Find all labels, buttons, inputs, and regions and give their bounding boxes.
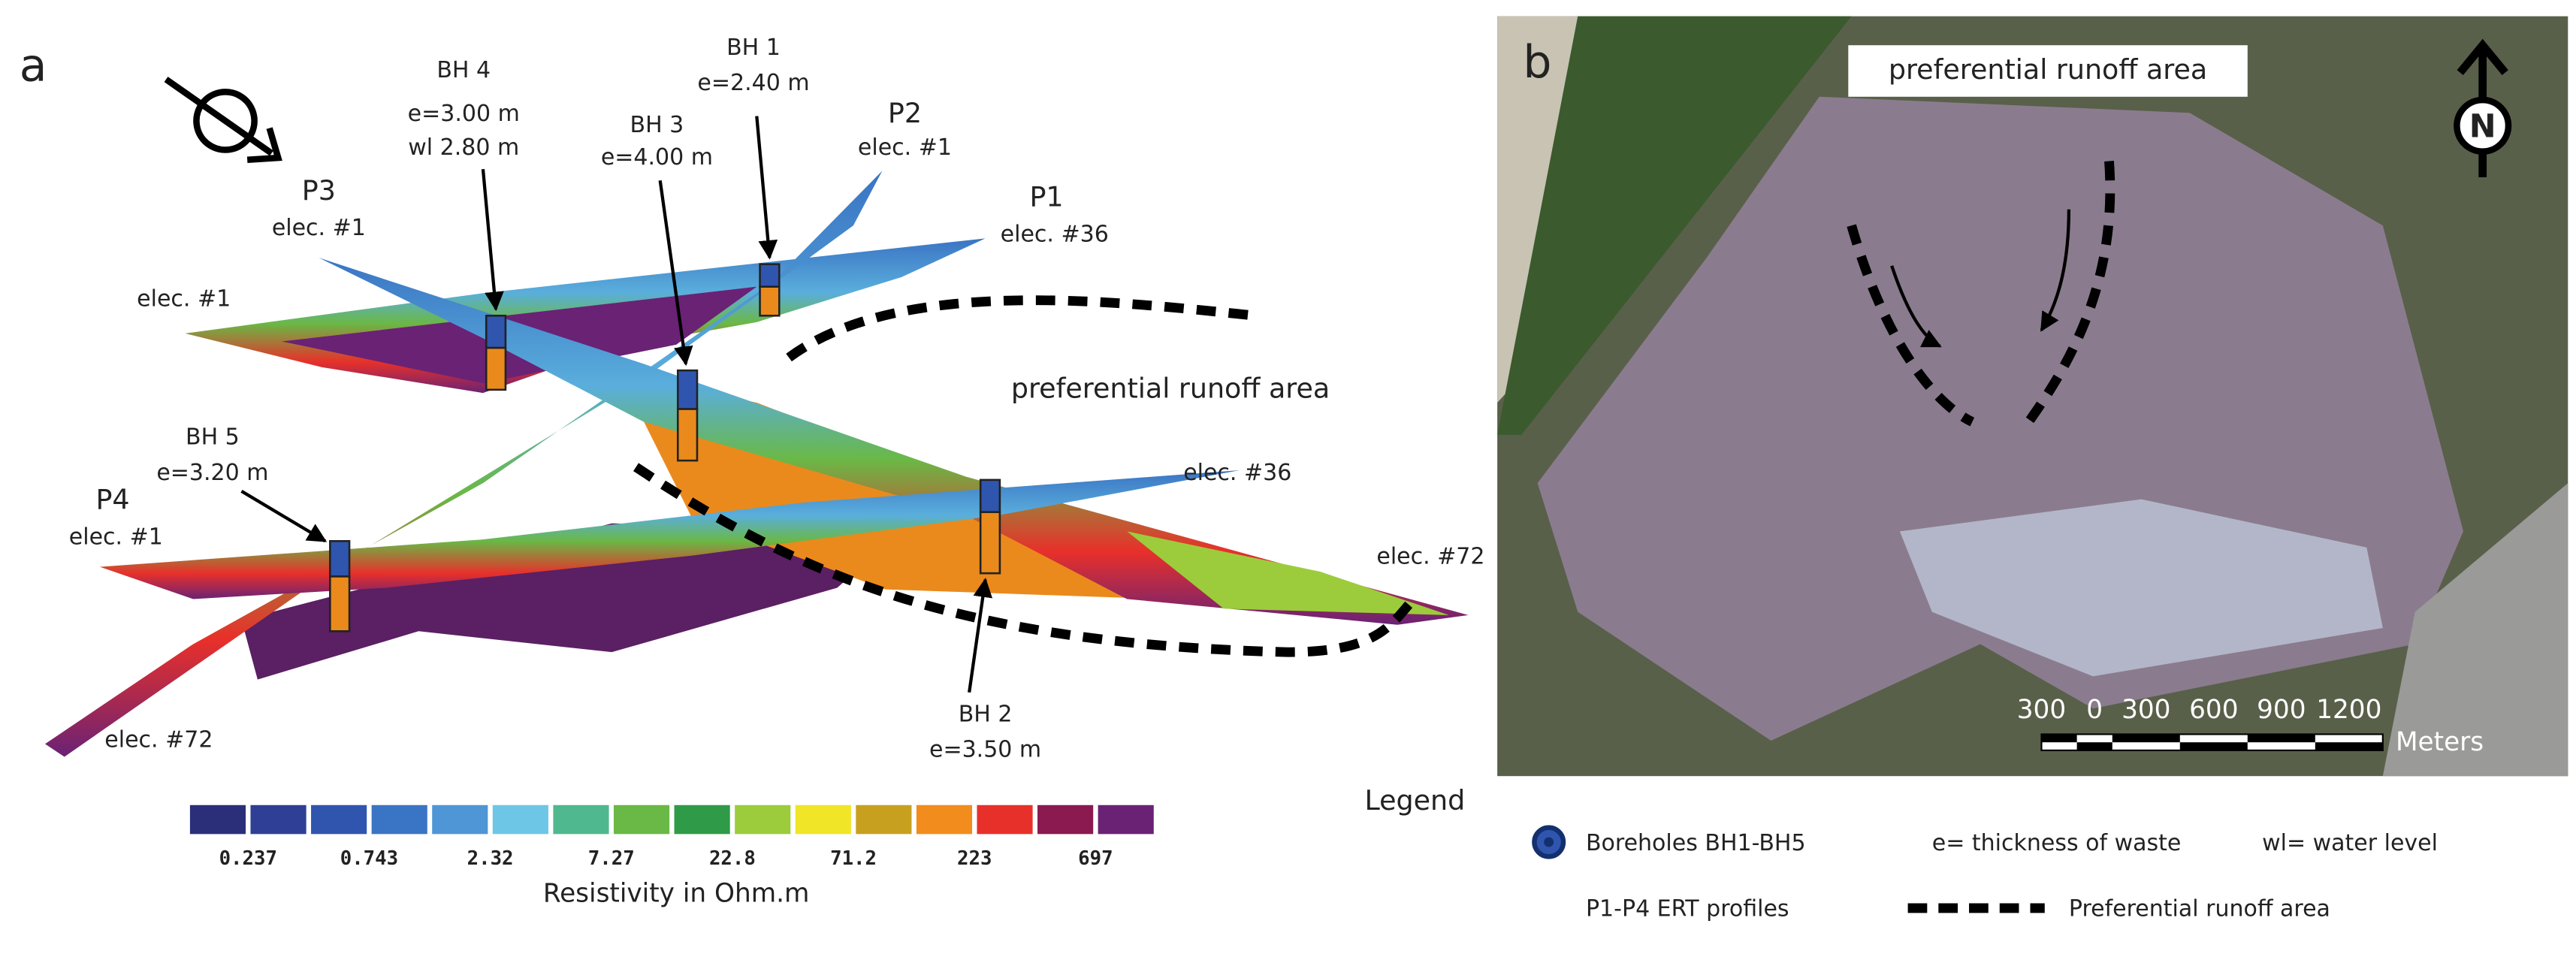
profile-name: P3 <box>302 174 336 207</box>
color-swatch <box>613 805 670 835</box>
panel-label: a <box>20 39 47 92</box>
road <box>2382 483 2568 777</box>
runoff-line <box>786 295 1257 362</box>
vegetation <box>1497 16 1852 435</box>
borehole-labels: BH 4 e=3.00 m wl 2.80 m BH 3 e=4.00 m BH… <box>156 35 1041 762</box>
colorbar-tick-label: 0.237 <box>219 847 277 870</box>
electrode-label: elec. #1 <box>858 134 952 161</box>
electrode-label: elec. #36 <box>1001 222 1109 248</box>
borehole-thickness: e=3.50 m <box>929 736 1041 762</box>
scale-unit: Meters <box>2396 727 2484 757</box>
colorbar-tick-label: 0.743 <box>340 847 398 870</box>
panel-b: b preferential runoff area N 300 0 300 600 9… <box>1497 16 2568 777</box>
north-arrow: N <box>2454 38 2512 177</box>
legend-item: Boreholes BH1-BH5 <box>1586 830 1806 856</box>
runoff-label: preferential runoff area <box>1011 373 1330 405</box>
scale-label: 300 <box>2122 695 2170 725</box>
scale-label: 1200 <box>2316 695 2381 725</box>
color-swatch <box>795 805 851 835</box>
color-swatch <box>492 805 548 835</box>
color-swatch <box>1037 805 1094 835</box>
colorbar-tick-label: 22.8 <box>709 847 756 870</box>
borehole-name: BH 3 <box>630 112 684 138</box>
borehole-thickness: e=4.00 m <box>601 144 713 171</box>
colorbar-tick-label: 223 <box>957 847 992 870</box>
color-swatch <box>674 805 730 835</box>
borehole-thickness: e=3.00 m <box>408 101 520 127</box>
colorbar-tick-label: 2.32 <box>467 847 514 870</box>
profile-name: P2 <box>888 97 922 129</box>
colorbar-tick-label: 7.27 <box>588 847 635 870</box>
runoff-label: preferential runoff area <box>1889 53 2207 86</box>
colorbar-tick-label: 697 <box>1078 847 1113 870</box>
purple-body <box>241 523 902 680</box>
runoff-line <box>633 463 1421 657</box>
color-swatch <box>977 805 1033 835</box>
legend-item: P1-P4 ERT profiles <box>1586 896 1789 922</box>
green-zone <box>1127 531 1449 615</box>
borehole-name: BH 2 <box>959 701 1013 727</box>
electrode-label: elec. #1 <box>137 285 231 312</box>
north-arrow <box>164 77 282 164</box>
label-box <box>1848 45 2248 97</box>
electrode-label: elec. #1 <box>272 215 366 241</box>
profile-p2 <box>45 171 883 757</box>
electrode-label: elec. #1 <box>69 524 163 551</box>
colorbar <box>189 805 1154 835</box>
color-swatch <box>371 805 427 835</box>
legend-item: Preferential runoff area <box>2069 896 2330 922</box>
borehole-name: BH 5 <box>186 424 240 451</box>
color-swatch <box>1098 805 1154 835</box>
profile-name: P1 <box>1029 181 1063 213</box>
profile-labels: P2 elec. #1 P1 elec. #36 P3 elec. #1 P4 … <box>69 97 1485 753</box>
colorbar-tick-label: 71.2 <box>830 847 877 870</box>
runoff-line <box>1847 224 1975 427</box>
color-swatch <box>250 805 307 835</box>
legend: Legend 0.237 0.743 2.32 7.27 22.8 71.2 223 697 … <box>189 784 2438 922</box>
borehole-thickness: e=3.20 m <box>156 460 268 486</box>
flow-arrow <box>1890 265 1942 348</box>
scale-label: 0 <box>2086 695 2103 725</box>
boreholes <box>329 263 1001 632</box>
scale-labels: 300 0 300 600 900 1200 <box>2017 695 2382 725</box>
legend-title: Legend <box>1364 784 1465 817</box>
profile-name: P4 <box>95 483 129 515</box>
borehole-name: BH 1 <box>726 35 781 61</box>
electrode-label: elec. #72 <box>1376 543 1484 569</box>
scale-label: 600 <box>2189 695 2238 725</box>
borehole-name: BH 4 <box>436 57 491 83</box>
scale-label: 300 <box>2017 695 2066 725</box>
legend-item: wl= water level <box>2262 830 2438 856</box>
electrode-label: elec. #36 <box>1183 460 1291 486</box>
north-label: N <box>2469 107 2496 145</box>
color-swatch <box>916 805 973 835</box>
electrode-label: elec. #72 <box>104 727 213 753</box>
profile-p4 <box>99 469 1240 599</box>
borehole-thickness: e=2.40 m <box>697 70 809 96</box>
legend-item: e= thickness of waste <box>1932 830 2182 856</box>
scale-label: 900 <box>2257 695 2306 725</box>
color-swatch <box>856 805 912 835</box>
panel-label: b <box>1523 36 1551 89</box>
color-swatch <box>432 805 488 835</box>
light-deposit <box>1899 499 2383 677</box>
borehole-water-level: wl 2.80 m <box>408 134 519 161</box>
color-swatch <box>311 805 367 835</box>
arrows <box>240 116 993 693</box>
borehole-symbol <box>1544 837 1554 847</box>
panel-a: a BH 4 e=3.00 m wl 2.80 m BH 3 e=4.00 m … <box>20 35 1485 762</box>
color-swatch <box>735 805 791 835</box>
runoff-line <box>2025 161 2115 425</box>
color-swatch <box>189 805 246 835</box>
colorbar-caption: Resistivity in Ohm.m <box>543 878 810 908</box>
scale-bar <box>2040 733 2384 751</box>
flow-arrow <box>2040 209 2071 332</box>
color-swatch <box>553 805 609 835</box>
colorbar-ticks: 0.237 0.743 2.32 7.27 22.8 71.2 223 697 <box>219 847 1113 870</box>
